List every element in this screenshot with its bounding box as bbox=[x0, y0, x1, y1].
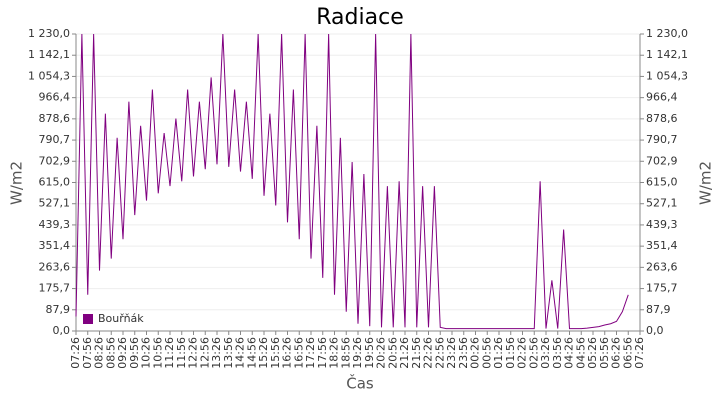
y-tick-label: 1 230,0 bbox=[28, 27, 70, 40]
x-tick-label: 00:26 bbox=[469, 337, 482, 369]
y-tick-label: 702,9 bbox=[39, 154, 71, 167]
y2-tick-label: 175,7 bbox=[646, 282, 678, 295]
x-tick-label: 16:26 bbox=[281, 337, 294, 369]
x-tick-label: 07:26 bbox=[633, 337, 646, 369]
y-tick-label: 790,7 bbox=[39, 133, 71, 146]
y-tick-label: 175,7 bbox=[39, 282, 71, 295]
y-tick-label: 263,6 bbox=[39, 260, 71, 273]
y2-tick-label: 439,3 bbox=[646, 218, 678, 231]
y2-tick-label: 790,7 bbox=[646, 133, 678, 146]
x-tick-label: 16:56 bbox=[292, 337, 305, 369]
x-tick-label: 19:26 bbox=[351, 337, 364, 369]
y-tick-label: 439,3 bbox=[39, 218, 71, 231]
x-axis-label: Čas bbox=[346, 374, 374, 393]
y-tick-label: 87,9 bbox=[46, 303, 71, 316]
x-tick-label: 22:26 bbox=[422, 337, 435, 369]
x-tick-label: 20:26 bbox=[375, 337, 388, 369]
chart-title: Radiace bbox=[316, 5, 403, 30]
legend-swatch bbox=[83, 314, 93, 324]
y2-tick-label: 263,6 bbox=[646, 260, 678, 273]
y2-tick-label: 1 230,0 bbox=[646, 27, 688, 40]
x-tick-label: 22:56 bbox=[433, 337, 446, 369]
y2-tick-label: 1 142,1 bbox=[646, 48, 688, 61]
x-tick-label: 23:56 bbox=[457, 337, 470, 369]
y-tick-label: 0,0 bbox=[53, 324, 71, 337]
y2-tick-label: 702,9 bbox=[646, 154, 678, 167]
y2-tick-label: 615,0 bbox=[646, 176, 678, 189]
x-tick-label: 05:56 bbox=[598, 337, 611, 369]
series-line bbox=[75, 33, 629, 330]
x-tick-label: 02:56 bbox=[527, 337, 540, 369]
y-tick-label: 615,0 bbox=[39, 176, 71, 189]
x-tick-label: 21:56 bbox=[410, 337, 423, 369]
x-tick-label: 14:26 bbox=[234, 337, 247, 369]
x-tick-label: 11:56 bbox=[175, 337, 188, 369]
x-tick-label: 04:26 bbox=[563, 337, 576, 369]
x-tick-label: 01:26 bbox=[492, 337, 505, 369]
x-tick-label: 04:56 bbox=[574, 337, 587, 369]
x-tick-label: 18:26 bbox=[328, 337, 341, 369]
x-tick-label: 11:26 bbox=[163, 337, 176, 369]
x-tick-label: 10:56 bbox=[151, 337, 164, 369]
y2-tick-label: 0,0 bbox=[646, 324, 664, 337]
y-axis-label: W/m2 bbox=[8, 161, 26, 205]
x-tick-label: 12:56 bbox=[198, 337, 211, 369]
x-tick-label: 23:26 bbox=[445, 337, 458, 369]
y2-tick-label: 878,6 bbox=[646, 112, 678, 125]
x-tick-label: 07:56 bbox=[81, 337, 94, 369]
x-tick-label: 09:26 bbox=[116, 337, 129, 369]
legend-label: Bouřňák bbox=[98, 312, 144, 325]
x-tick-label: 17:56 bbox=[316, 337, 329, 369]
x-tick-label: 10:26 bbox=[140, 337, 153, 369]
y2-tick-label: 527,1 bbox=[646, 197, 678, 210]
x-tick-label: 02:26 bbox=[516, 337, 529, 369]
y-tick-label: 351,4 bbox=[39, 239, 71, 252]
y-tick-label: 1 054,3 bbox=[28, 69, 70, 82]
x-tick-label: 08:26 bbox=[93, 337, 106, 369]
y2-tick-label: 1 054,3 bbox=[646, 69, 688, 82]
x-tick-label: 01:56 bbox=[504, 337, 517, 369]
x-tick-label: 14:56 bbox=[245, 337, 258, 369]
x-tick-label: 06:56 bbox=[621, 337, 634, 369]
x-tick-label: 21:26 bbox=[398, 337, 411, 369]
y2-tick-label: 966,4 bbox=[646, 91, 678, 104]
y2-tick-label: 87,9 bbox=[646, 303, 671, 316]
x-tick-label: 13:56 bbox=[222, 337, 235, 369]
y2-axis-label: W/m2 bbox=[697, 161, 715, 205]
x-tick-label: 15:26 bbox=[257, 337, 270, 369]
x-tick-label: 05:26 bbox=[586, 337, 599, 369]
x-tick-label: 06:26 bbox=[610, 337, 623, 369]
x-tick-label: 20:56 bbox=[386, 337, 399, 369]
y-tick-label: 966,4 bbox=[39, 91, 71, 104]
x-tick-label: 00:56 bbox=[480, 337, 493, 369]
x-tick-label: 09:56 bbox=[128, 337, 141, 369]
x-tick-label: 17:26 bbox=[304, 337, 317, 369]
x-tick-label: 15:56 bbox=[269, 337, 282, 369]
x-tick-label: 12:26 bbox=[187, 337, 200, 369]
y2-tick-label: 351,4 bbox=[646, 239, 678, 252]
x-tick-label: 19:56 bbox=[363, 337, 376, 369]
y-tick-label: 878,6 bbox=[39, 112, 71, 125]
x-tick-label: 03:56 bbox=[551, 337, 564, 369]
x-tick-label: 08:56 bbox=[104, 337, 117, 369]
x-tick-label: 13:26 bbox=[210, 337, 223, 369]
x-tick-label: 18:56 bbox=[339, 337, 352, 369]
y-tick-label: 527,1 bbox=[39, 197, 71, 210]
x-tick-label: 03:26 bbox=[539, 337, 552, 369]
x-tick-label: 07:26 bbox=[69, 337, 82, 369]
y-tick-label: 1 142,1 bbox=[28, 48, 70, 61]
